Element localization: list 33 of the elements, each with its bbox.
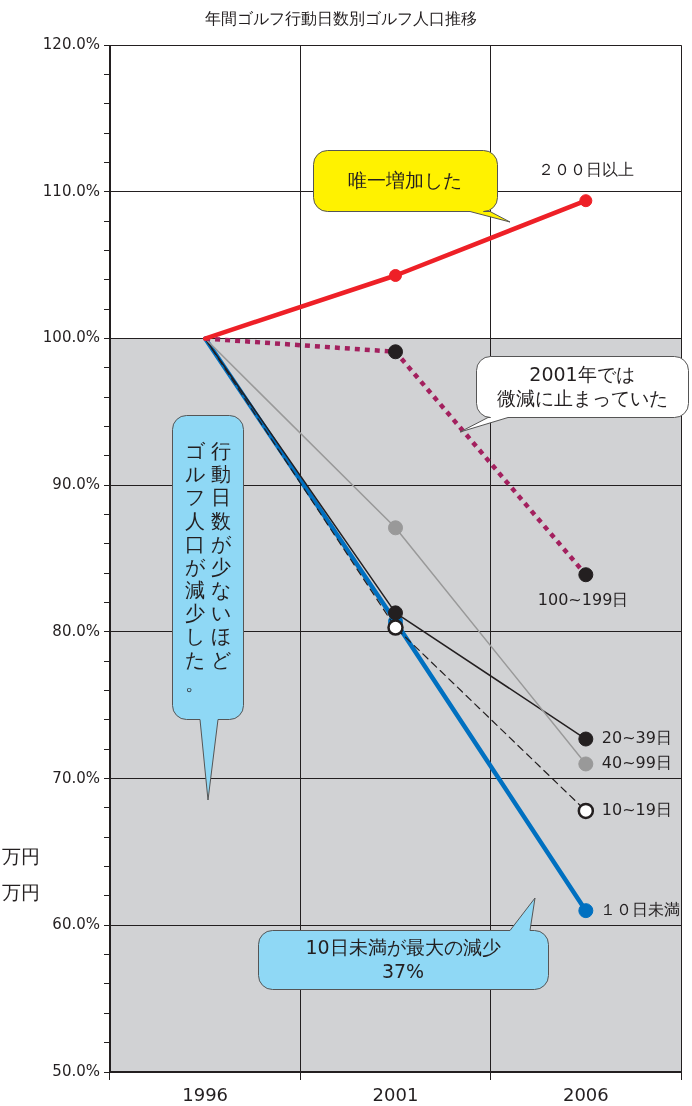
point [388,520,403,536]
chart-title: 年間ゴルフ行動日数別ゴルフ人口推移 [204,8,477,28]
annotation: 唯一増加した [348,169,462,193]
y-tick-label: 70.0% [52,768,100,787]
y-tick-label: 90.0% [52,475,100,494]
text: 万円 [2,881,40,904]
series-label: １０日未満 [599,899,680,919]
point [389,269,402,282]
point [388,605,403,621]
point [579,194,593,208]
point [578,731,594,747]
series-label: 10~19日 [601,800,672,820]
point [578,903,594,919]
y-tick-label: 50.0% [52,1061,100,1080]
annotation: 2001年では微減に止まっていた [496,363,668,411]
y-tick-label: 80.0% [52,621,100,640]
point [577,802,595,820]
point [387,619,404,636]
x-tick-label: 1996 [182,1084,229,1106]
series-label: 20~39日 [601,728,672,748]
text: 万円 [2,845,40,868]
series-label: ２００日以上 [537,159,634,179]
text: 行動日数が少ないほどゴルフ人口が減少した。 [184,438,231,695]
y-tick-label: 100.0% [42,328,100,347]
series-label: 100~199日 [537,589,629,609]
point [578,756,594,772]
y-tick-label: 120.0% [42,35,100,54]
y-tick-label: 110.0% [42,181,100,200]
annotation: 10日未満が最大の減少37% [305,936,501,984]
y-tick-label: 60.0% [52,915,100,934]
x-tick-label: 2001 [372,1084,419,1106]
series-label: 40~99日 [601,753,672,773]
x-tick-label: 2006 [562,1084,609,1106]
